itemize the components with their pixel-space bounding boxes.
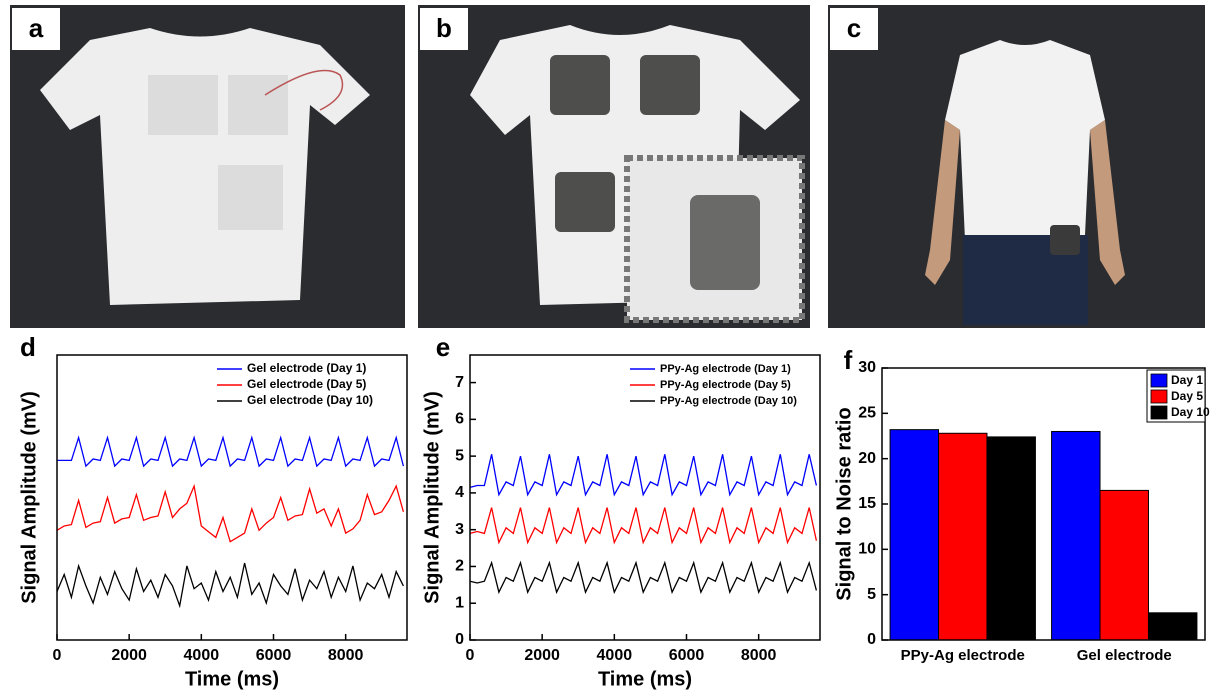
y-tick-label: 1 [455, 594, 464, 611]
legend-label: Gel electrode (Day 5) [247, 377, 366, 391]
x-tick-label: 6000 [669, 647, 705, 664]
bar [1052, 431, 1100, 640]
electrode [555, 172, 615, 232]
x-tick-label: 8000 [328, 647, 364, 664]
legend-swatch [1151, 374, 1167, 387]
panel-label: a [29, 13, 44, 43]
y-tick-label: 0 [455, 631, 464, 648]
signal-line [470, 454, 816, 494]
legend-label: Day 1 [1171, 373, 1203, 387]
legend-label: Day 5 [1171, 389, 1203, 403]
signal-line [57, 563, 403, 606]
panel-label: e [436, 332, 450, 362]
y-tick-label: 15 [858, 495, 876, 512]
x-tick-label: 2000 [111, 647, 147, 664]
y-tick-label: 5 [867, 586, 876, 603]
photo-b: b [418, 5, 810, 328]
bar [1100, 490, 1148, 640]
y-tick-label: 30 [858, 359, 876, 376]
signal-line [57, 486, 403, 542]
y-axis-label: Signal Amplitude (mV) [421, 391, 443, 604]
panel-label: c [847, 13, 861, 43]
legend-label: Day 10 [1171, 405, 1210, 419]
x-tick-label: 8000 [741, 647, 777, 664]
electrode [218, 165, 283, 230]
bar [987, 437, 1035, 640]
x-tick-label: 0 [53, 647, 62, 664]
x-tick-label: Gel electrode [1077, 647, 1172, 664]
y-tick-label: 2 [455, 558, 464, 575]
x-axis-label: Time (ms) [185, 668, 279, 690]
bar [1148, 613, 1196, 640]
photo-a: a [10, 5, 405, 328]
photo-c: c [828, 5, 1205, 328]
x-tick-label: 4000 [597, 647, 633, 664]
y-tick-label: 3 [455, 521, 464, 538]
device [1050, 225, 1080, 255]
y-axis-label: Signal to Noise ratio [833, 407, 855, 600]
x-axis-label: Time (ms) [598, 668, 692, 690]
y-tick-label: 6 [455, 411, 464, 428]
y-tick-label: 7 [455, 374, 464, 391]
y-tick-label: 5 [455, 447, 464, 464]
signal-line [470, 563, 816, 592]
y-axis-label: Signal Amplitude (mV) [18, 391, 40, 604]
legend-swatch [1151, 390, 1167, 403]
y-tick-label: 4 [455, 484, 464, 501]
panel-label: b [436, 13, 452, 43]
page: a b c dSignal Amplitude (mV)Time (ms)020… [0, 0, 1213, 691]
y-tick-label: 10 [858, 541, 876, 558]
electrode [148, 75, 218, 135]
signal-line [57, 438, 403, 467]
x-tick-label: 0 [466, 647, 475, 664]
signal-line [470, 508, 816, 543]
y-tick-label: 25 [858, 405, 876, 422]
legend-label: PPy-Ag electrode (Day 1) [660, 363, 791, 375]
y-tick-label: 0 [867, 631, 876, 648]
inset-electrode [690, 195, 760, 290]
legend-swatch [1151, 406, 1167, 419]
figure: a b c dSignal Amplitude (mV)Time (ms)020… [0, 0, 1213, 691]
electrode [640, 55, 700, 115]
legend-label: Gel electrode (Day 10) [247, 393, 373, 407]
legend-label: PPy-Ag electrode (Day 10) [660, 395, 797, 407]
electrode [550, 55, 610, 115]
electrode [228, 75, 288, 135]
x-tick-label: 2000 [524, 647, 560, 664]
legend-label: PPy-Ag electrode (Day 5) [660, 379, 791, 391]
shirt [945, 40, 1105, 240]
panel-label: d [20, 332, 36, 362]
x-tick-label: PPy-Ag electrode [901, 647, 1025, 664]
panel-label: f [844, 345, 853, 375]
bar [939, 433, 987, 640]
bar [890, 430, 938, 640]
x-tick-label: 6000 [256, 647, 292, 664]
x-tick-label: 4000 [184, 647, 220, 664]
legend-label: Gel electrode (Day 1) [247, 361, 366, 375]
y-tick-label: 20 [858, 450, 876, 467]
